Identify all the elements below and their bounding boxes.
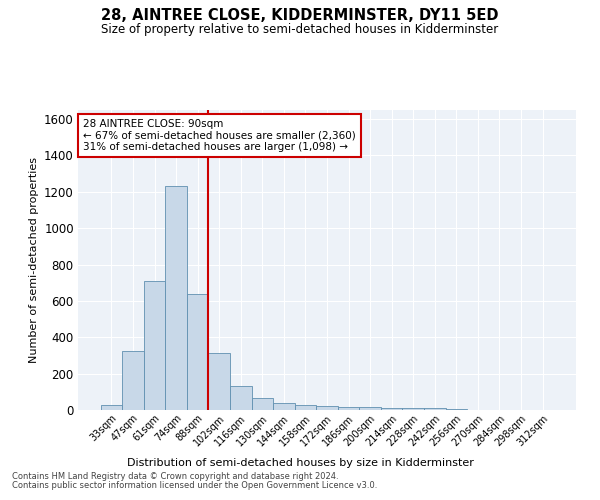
Text: 28 AINTREE CLOSE: 90sqm
← 67% of semi-detached houses are smaller (2,360)
31% of: 28 AINTREE CLOSE: 90sqm ← 67% of semi-de… [83,119,356,152]
Text: Distribution of semi-detached houses by size in Kidderminster: Distribution of semi-detached houses by … [127,458,473,468]
Bar [208,352,230,410]
Text: Contains HM Land Registry data © Crown copyright and database right 2024.: Contains HM Land Registry data © Crown c… [12,472,338,481]
Bar [166,186,187,410]
Bar [187,294,208,410]
Bar [251,398,273,410]
Bar [230,386,251,410]
Bar [446,409,467,410]
Bar [316,406,338,410]
Bar [424,408,446,410]
Bar [359,408,381,410]
Y-axis label: Number of semi-detached properties: Number of semi-detached properties [29,157,38,363]
Bar [403,408,424,410]
Bar [144,281,166,410]
Bar [101,404,122,410]
Bar [273,403,295,410]
Text: 28, AINTREE CLOSE, KIDDERMINSTER, DY11 5ED: 28, AINTREE CLOSE, KIDDERMINSTER, DY11 5… [101,8,499,22]
Text: Contains public sector information licensed under the Open Government Licence v3: Contains public sector information licen… [12,481,377,490]
Bar [338,406,359,410]
Bar [295,405,316,410]
Bar [122,351,144,410]
Text: Size of property relative to semi-detached houses in Kidderminster: Size of property relative to semi-detach… [101,22,499,36]
Bar [381,408,403,410]
